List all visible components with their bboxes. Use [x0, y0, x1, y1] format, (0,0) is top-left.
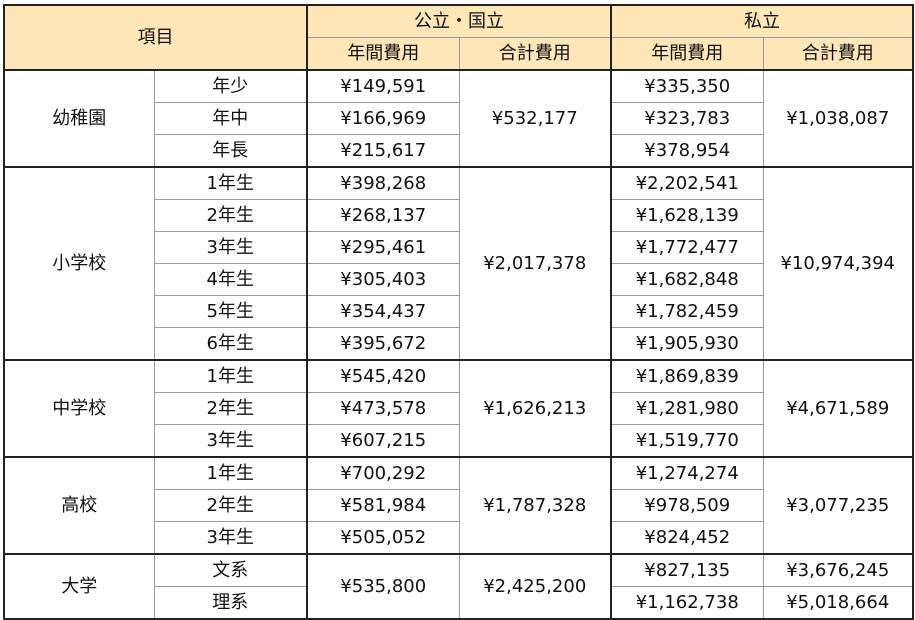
grade-label-cell: 3年生 [153, 424, 308, 458]
table-row: 年長 ¥215,617 ¥378,954 [4, 134, 913, 168]
table-row: 幼稚園 年少 ¥149,591 ¥532,177 ¥335,350 ¥1,038… [3, 69, 914, 168]
private-annual-cell: ¥335,350 [610, 69, 764, 103]
grade-label-cell: 1年生 [153, 456, 308, 490]
table-row: 4年生 ¥305,403 ¥1,682,848 [4, 263, 913, 296]
table-row: 大学 文系 ¥535,800 ¥2,425,200 ¥827,135 ¥3,67… [3, 553, 914, 620]
private-annual-cell: ¥1,162,738 [610, 586, 764, 620]
group-name-cell: 小学校 [3, 166, 155, 361]
grade-label-cell: 年少 [153, 69, 308, 103]
private-annual-cell: ¥2,202,541 [610, 166, 764, 200]
header-item-cell: 項目 [3, 4, 308, 71]
public-total-cell: ¥2,017,378 [458, 166, 612, 361]
private-total-cell: ¥3,676,245 [762, 553, 914, 587]
public-annual-cell: ¥354,437 [306, 295, 460, 328]
education-cost-table: 項目 公立・国立 私立 年間費用 合計費用 年間費用 合計費用 幼稚園 年少 ¥… [3, 4, 914, 620]
table-row: 中学校 1年生 ¥545,420 ¥1,626,213 ¥1,869,839 ¥… [3, 359, 914, 458]
grade-label-cell: 4年生 [153, 263, 308, 296]
public-annual-cell: ¥473,578 [306, 392, 460, 425]
private-annual-cell: ¥827,135 [610, 553, 764, 587]
header-row-2: 年間費用 合計費用 年間費用 合計費用 [4, 37, 914, 71]
public-total-cell: ¥2,425,200 [458, 553, 612, 620]
private-annual-cell: ¥1,869,839 [610, 359, 764, 393]
table-row: 2年生 ¥268,137 ¥1,628,139 [4, 199, 913, 232]
grade-label-cell: 1年生 [153, 359, 308, 393]
public-total-cell: ¥532,177 [458, 69, 612, 168]
group-name-cell: 幼稚園 [3, 69, 155, 168]
private-annual-cell: ¥1,905,930 [610, 327, 764, 361]
private-annual-cell: ¥1,519,770 [610, 424, 764, 458]
table-row: 5年生 ¥354,437 ¥1,782,459 [4, 295, 913, 328]
group-name-cell: 中学校 [3, 359, 155, 458]
public-annual-cell: ¥149,591 [306, 69, 460, 103]
table-row: 2年生 ¥473,578 ¥1,281,980 [4, 392, 913, 425]
private-total-cell: ¥3,077,235 [762, 456, 914, 555]
group-name-cell: 大学 [3, 553, 155, 620]
header-private-cell: 私立 [610, 4, 914, 38]
grade-label-cell: 3年生 [153, 521, 308, 555]
grade-label-cell: 5年生 [153, 295, 308, 328]
private-annual-cell: ¥323,783 [610, 102, 764, 135]
table-row: 高校 1年生 ¥700,292 ¥1,787,328 ¥1,274,274 ¥3… [3, 456, 914, 555]
header-row-1: 項目 公立・国立 私立 [3, 4, 914, 71]
table-row: 小学校 1年生 ¥398,268 ¥2,017,378 ¥2,202,541 ¥… [3, 166, 914, 361]
public-annual-cell: ¥700,292 [306, 456, 460, 490]
public-total-cell: ¥1,787,328 [458, 456, 612, 555]
private-annual-cell: ¥1,682,848 [610, 263, 764, 296]
header-private-total: 合計費用 [762, 37, 914, 71]
private-annual-cell: ¥1,281,980 [610, 392, 764, 425]
grade-label-cell: 3年生 [153, 231, 308, 264]
grade-label-cell: 2年生 [153, 489, 308, 522]
private-annual-cell: ¥1,782,459 [610, 295, 764, 328]
public-annual-cell: ¥581,984 [306, 489, 460, 522]
grade-label-cell: 2年生 [153, 392, 308, 425]
private-total-cell: ¥5,018,664 [762, 586, 914, 620]
private-total-cell: ¥4,671,589 [762, 359, 914, 458]
table-row: 3年生 ¥505,052 ¥824,452 [4, 521, 913, 555]
private-annual-cell: ¥824,452 [610, 521, 764, 555]
grade-label-cell: 文系 [153, 553, 308, 587]
private-annual-cell: ¥1,274,274 [610, 456, 764, 490]
header-private-annual: 年間費用 [610, 37, 764, 71]
table-row: 2年生 ¥581,984 ¥978,509 [4, 489, 913, 522]
table-row: 6年生 ¥395,672 ¥1,905,930 [4, 327, 913, 361]
grade-label-cell: 理系 [153, 586, 308, 620]
public-annual-cell: ¥268,137 [306, 199, 460, 232]
private-annual-cell: ¥1,628,139 [610, 199, 764, 232]
header-public-annual: 年間費用 [306, 37, 460, 71]
grade-label-cell: 2年生 [153, 199, 308, 232]
public-annual-cell: ¥305,403 [306, 263, 460, 296]
grade-label-cell: 6年生 [153, 327, 308, 361]
private-annual-cell: ¥1,772,477 [610, 231, 764, 264]
public-annual-cell: ¥545,420 [306, 359, 460, 393]
public-annual-cell: ¥607,215 [306, 424, 460, 458]
grade-label-cell: 1年生 [153, 166, 308, 200]
private-annual-cell: ¥378,954 [610, 134, 764, 168]
grade-label-cell: 年中 [153, 102, 308, 135]
public-annual-cell: ¥398,268 [306, 166, 460, 200]
header-public-total: 合計費用 [458, 37, 612, 71]
private-total-cell: ¥10,974,394 [762, 166, 914, 361]
public-annual-cell: ¥295,461 [306, 231, 460, 264]
table-row: 3年生 ¥607,215 ¥1,519,770 [4, 424, 913, 458]
header-public-cell: 公立・国立 [306, 4, 612, 38]
table-row: 年中 ¥166,969 ¥323,783 [4, 102, 913, 135]
public-annual-cell: ¥505,052 [306, 521, 460, 555]
public-annual-cell: ¥395,672 [306, 327, 460, 361]
group-name-cell: 高校 [3, 456, 155, 555]
public-total-cell: ¥1,626,213 [458, 359, 612, 458]
private-total-cell: ¥1,038,087 [762, 69, 914, 168]
private-annual-cell: ¥978,509 [610, 489, 764, 522]
public-annual-cell: ¥535,800 [306, 553, 460, 620]
public-annual-cell: ¥215,617 [306, 134, 460, 168]
public-annual-cell: ¥166,969 [306, 102, 460, 135]
grade-label-cell: 年長 [153, 134, 308, 168]
